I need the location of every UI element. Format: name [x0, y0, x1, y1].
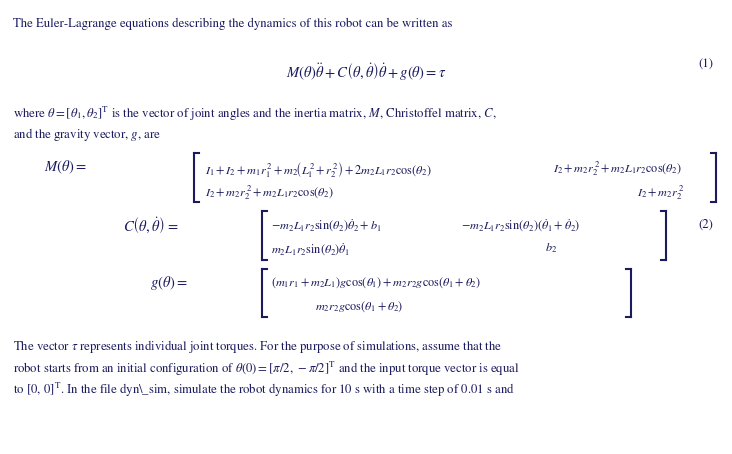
Text: $I_1+I_2+m_1r_1^{\,2}+m_2\!\left(L_1^2+r_2^{\,2}\right)+2m_2L_1r_2\cos(\theta_2): $I_1+I_2+m_1r_1^{\,2}+m_2\!\left(L_1^2+r…	[205, 160, 432, 179]
Text: $g\left(\theta\right)=$: $g\left(\theta\right)=$	[150, 274, 187, 292]
Text: $C\left(\theta,\dot{\theta}\right)=$: $C\left(\theta,\dot{\theta}\right)=$	[123, 215, 179, 235]
Text: (2): (2)	[699, 219, 714, 231]
Text: $b_2$: $b_2$	[545, 242, 558, 255]
Text: $M\left(\theta\right)=$: $M\left(\theta\right)=$	[44, 159, 86, 176]
Text: $M\left(\theta\right)\ddot{\theta}+C\left(\theta,\dot{\theta}\right)\dot{\theta}: $M\left(\theta\right)\ddot{\theta}+C\lef…	[286, 61, 446, 83]
Text: The vector $\tau$ represents individual joint torques. For the purpose of simula: The vector $\tau$ represents individual …	[13, 338, 503, 355]
Text: $m_2r_2g\cos(\theta_1+\theta_2)$: $m_2r_2g\cos(\theta_1+\theta_2)$	[315, 299, 403, 314]
Text: $I_2+m_2r_2^{\,2}+m_2L_1r_2\cos(\theta_2)$: $I_2+m_2r_2^{\,2}+m_2L_1r_2\cos(\theta_2…	[553, 160, 681, 178]
Text: (1): (1)	[699, 59, 714, 71]
Text: $(m_1r_1+m_2L_1)g\cos(\theta_1)+m_2r_2g\cos(\theta_1+\theta_2)$: $(m_1r_1+m_2L_1)g\cos(\theta_1)+m_2r_2g\…	[271, 276, 481, 290]
Text: $m_2L_1r_2\sin(\theta_2)\dot{\theta}_1$: $m_2L_1r_2\sin(\theta_2)\dot{\theta}_1$	[271, 242, 350, 258]
Text: and the gravity vector, $g$, are: and the gravity vector, $g$, are	[13, 126, 161, 143]
Text: robot starts from an initial configuration of $\theta(0)=[\pi/2,\,-\pi/2]^\mathr: robot starts from an initial configurati…	[13, 360, 520, 378]
Text: $-m_2L_1r_2\sin(\theta_2)\dot{\theta}_2+b_1$: $-m_2L_1r_2\sin(\theta_2)\dot{\theta}_2+…	[271, 218, 381, 234]
Text: where $\theta=[\theta_1, \theta_2]^\mathrm{T}$ is the vector of joint angles and: where $\theta=[\theta_1, \theta_2]^\math…	[13, 104, 497, 123]
Text: $-m_2L_1r_2\sin(\theta_2)(\dot{\theta}_1+\dot{\theta}_2)$: $-m_2L_1r_2\sin(\theta_2)(\dot{\theta}_1…	[461, 218, 580, 234]
Text: The Euler-Lagrange equations describing the dynamics of this robot can be writte: The Euler-Lagrange equations describing …	[13, 18, 452, 30]
Text: $I_2+m_2r_2^{\,2}+m_2L_1r_2\cos(\theta_2)$: $I_2+m_2r_2^{\,2}+m_2L_1r_2\cos(\theta_2…	[205, 184, 334, 202]
Text: to $[0,\,0]^\mathrm{T}$. In the file dyn\_sim, simulate the robot dynamics for 1: to $[0,\,0]^\mathrm{T}$. In the file dyn…	[13, 381, 515, 400]
Text: $I_2+m_2r_2^{\,2}$: $I_2+m_2r_2^{\,2}$	[637, 184, 684, 202]
